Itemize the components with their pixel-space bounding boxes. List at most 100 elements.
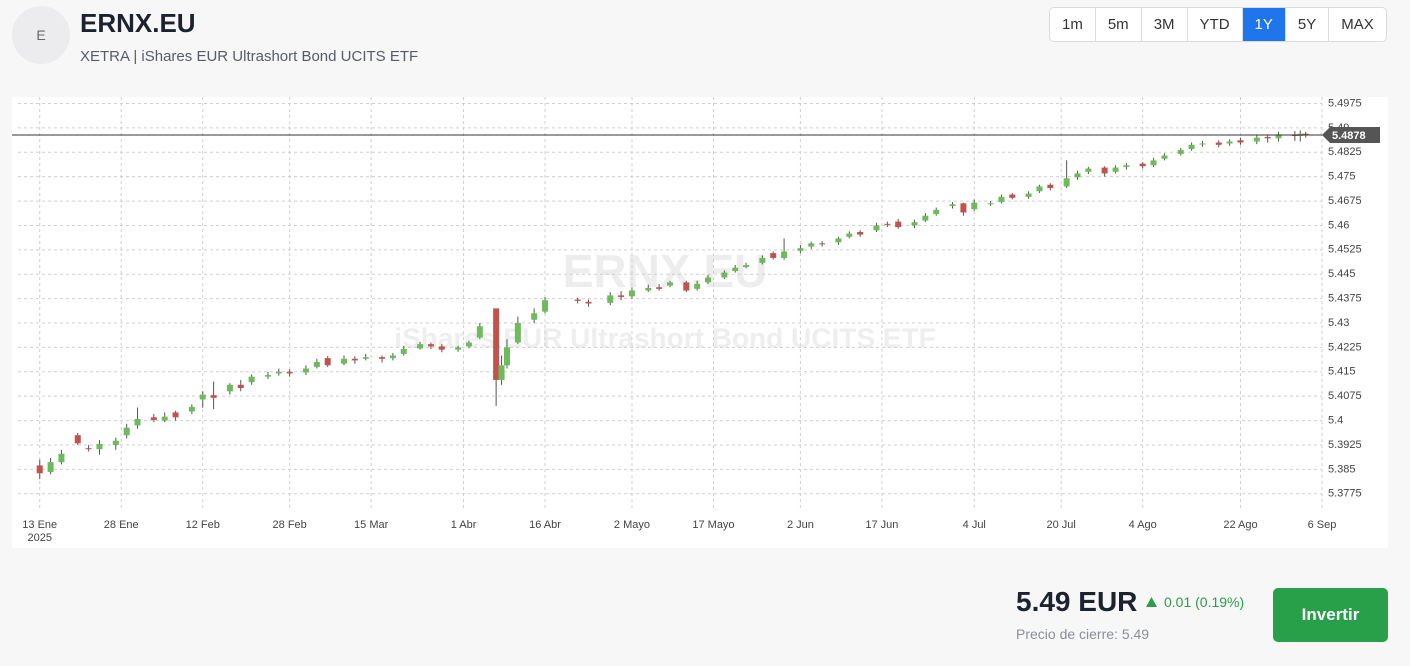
candle-body — [781, 251, 788, 258]
candle-body — [514, 323, 521, 343]
candle-body — [922, 215, 929, 221]
candle-body — [1047, 184, 1054, 189]
candle-body — [1063, 178, 1070, 187]
y-tick-label: 5.4 — [1328, 414, 1343, 426]
candle-body — [618, 295, 625, 297]
y-tick-label: 5.4375 — [1328, 293, 1362, 305]
candle-body — [264, 375, 271, 377]
y-tick-label: 5.415 — [1328, 366, 1356, 378]
chart-panel: ERNX.EU iShares EUR Ultrashort Bond UCITS… — [12, 97, 1388, 548]
candle-body — [987, 203, 994, 205]
candle-body — [857, 231, 864, 235]
x-tick-label: 28 Ene — [104, 519, 139, 531]
candle-body — [1150, 160, 1157, 166]
y-tick-label: 5.4525 — [1328, 244, 1362, 256]
y-tick-label: 5.445 — [1328, 268, 1356, 280]
candle-body — [971, 202, 978, 210]
x-tick-label: 4 Ago — [1129, 519, 1157, 531]
x-tick-label: 6 Sep — [1308, 519, 1337, 531]
range-selector: 1m 5m 3M YTD 1Y 5Y MAX — [1049, 7, 1387, 42]
last-price-label: 5.4878 — [1332, 130, 1366, 142]
candle-body — [417, 344, 424, 349]
candle-body — [1226, 141, 1233, 144]
candle-body — [1253, 137, 1260, 142]
ticker-subtitle: XETRA | iShares EUR Ultrashort Bond UCIT… — [80, 48, 419, 65]
candle-body — [531, 313, 538, 320]
candle-body — [504, 347, 510, 366]
candle-body — [58, 453, 65, 463]
change-text: 0.01 (0.19%) — [1164, 594, 1245, 610]
ticker-icon: E — [12, 6, 70, 64]
candle-body — [1112, 167, 1119, 172]
candle-body — [895, 221, 902, 228]
candle-body — [313, 362, 320, 367]
candle-body — [949, 204, 956, 206]
candle-body — [732, 267, 739, 271]
candle-body — [1139, 163, 1146, 167]
candle-body — [351, 358, 358, 361]
candle-body — [846, 233, 853, 237]
candle-body — [123, 427, 130, 436]
price-change: 0.01 (0.19%) — [1146, 594, 1244, 610]
candle-body — [1009, 194, 1016, 198]
y-tick-label: 5.46 — [1328, 219, 1349, 231]
ticker-title: ERNX.EU — [80, 8, 196, 38]
candle-body — [455, 347, 462, 350]
candle-body — [574, 299, 581, 301]
candle-body — [362, 357, 369, 359]
range-button[interactable]: 5m — [1094, 8, 1141, 41]
candle-body — [1199, 143, 1206, 145]
x-tick-label: 16 Abr — [529, 519, 561, 531]
candle-body — [465, 342, 472, 347]
candle-body — [1025, 193, 1032, 197]
x-tick-label: 1 Abr — [451, 519, 477, 531]
candle-body — [933, 209, 940, 215]
candle-body — [645, 287, 652, 291]
range-button[interactable]: YTD — [1186, 8, 1242, 41]
candle-body — [248, 376, 255, 383]
candle-body — [150, 417, 157, 420]
range-button[interactable]: 3M — [1140, 8, 1187, 41]
candle-body — [226, 384, 233, 392]
close-price-label: Precio de cierre: 5.49 — [1016, 626, 1150, 642]
candle-body — [694, 283, 701, 289]
candle-body — [74, 435, 81, 444]
chart: ERNX.EU iShares EUR Ultrashort Bond UCITS… — [12, 97, 1380, 544]
candle-body — [1215, 142, 1222, 145]
invest-button[interactable]: Invertir — [1273, 588, 1388, 642]
candle-body — [911, 222, 918, 226]
y-tick-label: 5.3775 — [1328, 488, 1362, 500]
x-tick-label: 2 Mayo — [614, 519, 650, 531]
candle-body — [286, 371, 293, 374]
y-tick-label: 5.475 — [1328, 171, 1356, 183]
candle-body — [275, 371, 282, 374]
candle-body — [188, 406, 195, 412]
range-button[interactable]: MAX — [1328, 8, 1386, 41]
candle-body — [172, 412, 179, 418]
range-button[interactable]: 1Y — [1241, 8, 1285, 41]
candle-body — [721, 272, 728, 278]
candle-body — [705, 277, 712, 283]
watermark-subtitle: iShares EUR Ultrashort Bond UCITS ETF — [394, 322, 935, 353]
x-tick-label: 17 Mayo — [692, 519, 734, 531]
x-tick-label: 15 Mar — [354, 519, 389, 531]
candle-body — [656, 287, 663, 289]
y-tick-label: 5.43 — [1328, 317, 1349, 329]
range-button[interactable]: 5Y — [1284, 8, 1328, 41]
range-button[interactable]: 1m — [1062, 16, 1083, 33]
candle-body — [324, 358, 331, 366]
price: 5.49 EUR — [1016, 586, 1138, 617]
y-tick-label: 5.4075 — [1328, 390, 1362, 402]
watermark-title: ERNX.EU — [563, 245, 767, 297]
candle-body — [341, 358, 347, 364]
last-price-tag — [1322, 127, 1380, 144]
candle-body — [379, 357, 386, 359]
candle-body — [134, 418, 141, 426]
candle-body — [302, 368, 309, 373]
x-tick-label: 4 Jul — [963, 519, 986, 531]
candle-body — [1237, 140, 1244, 143]
candle-body — [1074, 173, 1081, 178]
candle-body — [161, 416, 168, 421]
candle-body — [85, 448, 92, 450]
